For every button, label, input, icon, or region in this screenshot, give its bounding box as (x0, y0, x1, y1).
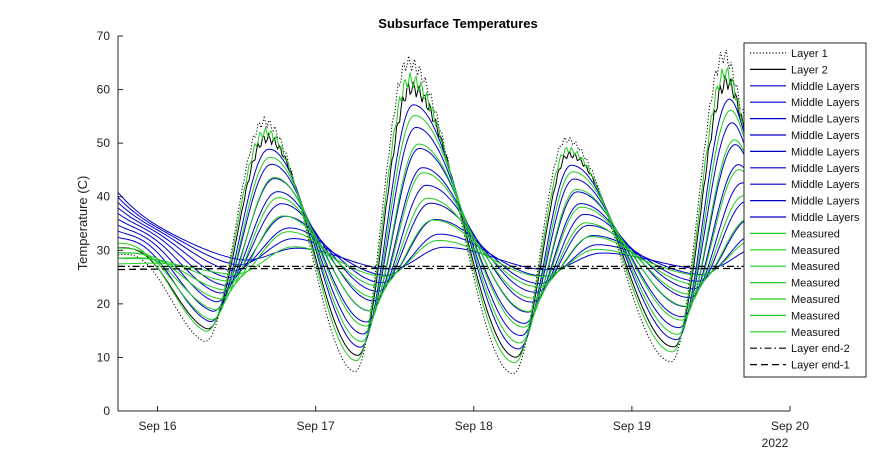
x-tick-label: Sep 19 (613, 419, 651, 433)
legend-label: Measured (791, 245, 840, 257)
series-line-16 (118, 195, 751, 299)
axes: 0 10 20 30 40 50 60 70 Sep 16 Sep 17 Sep 18 Sep 19 S… (97, 29, 810, 433)
legend-label: Middle Layers (791, 196, 860, 208)
legend-label: Middle Layers (791, 146, 860, 158)
x-tick-label: Sep 17 (297, 419, 335, 433)
legend-label: Measured (791, 327, 840, 339)
legend-label: Measured (791, 228, 840, 240)
y-tick-label: 70 (97, 29, 111, 43)
legend-label: Layer end-1 (791, 360, 850, 372)
legend-label: Middle Layers (791, 114, 860, 126)
legend-label: Middle Layers (791, 212, 860, 224)
y-tick-label: 30 (97, 243, 111, 257)
legend-label: Measured (791, 278, 840, 290)
legend-label: Middle Layers (791, 163, 860, 175)
series-line-3 (117, 98, 751, 350)
series-line-15 (117, 169, 751, 312)
y-tick-label: 20 (97, 297, 111, 311)
legend: Layer 1 Layer 2 Middle Layers Middle Layers… (743, 42, 867, 378)
legend-label: Layer 2 (791, 64, 828, 76)
y-tick-label: 50 (97, 136, 111, 150)
legend-label: Middle Layers (791, 81, 860, 93)
y-axis-label: Temperature (C) (75, 176, 90, 271)
series-line-4 (117, 122, 751, 336)
series-line-18 (117, 239, 751, 277)
series-line-11 (117, 192, 751, 271)
legend-label: Layer end-2 (791, 343, 850, 355)
legend-label: Measured (791, 294, 840, 306)
legend-label: Measured (791, 261, 840, 273)
chart-title: Subsurface Temperatures (378, 16, 537, 31)
x-axis-year-label: 2022 (762, 436, 789, 450)
series-line-10 (117, 197, 751, 277)
legend-label: Measured (791, 310, 840, 322)
legend-box (743, 42, 867, 378)
y-tick-label: 10 (97, 350, 111, 364)
legend-label: Middle Layers (791, 130, 860, 142)
y-tick-label: 0 (103, 404, 110, 418)
x-tick-label: Sep 20 (771, 419, 809, 433)
legend-label: Layer 1 (791, 48, 828, 60)
plot-area (117, 49, 751, 375)
series-line-12 (117, 66, 751, 364)
x-tick-label: Sep 16 (139, 419, 177, 433)
legend-label: Middle Layers (791, 179, 860, 191)
series-line-17 (117, 218, 751, 288)
x-tick-label: Sep 18 (455, 419, 493, 433)
series-line-14 (118, 139, 751, 328)
legend-label: Middle Layers (791, 97, 860, 109)
y-tick-label: 40 (97, 190, 111, 204)
series-line-20 (117, 267, 751, 271)
y-tick-label: 60 (97, 83, 111, 97)
